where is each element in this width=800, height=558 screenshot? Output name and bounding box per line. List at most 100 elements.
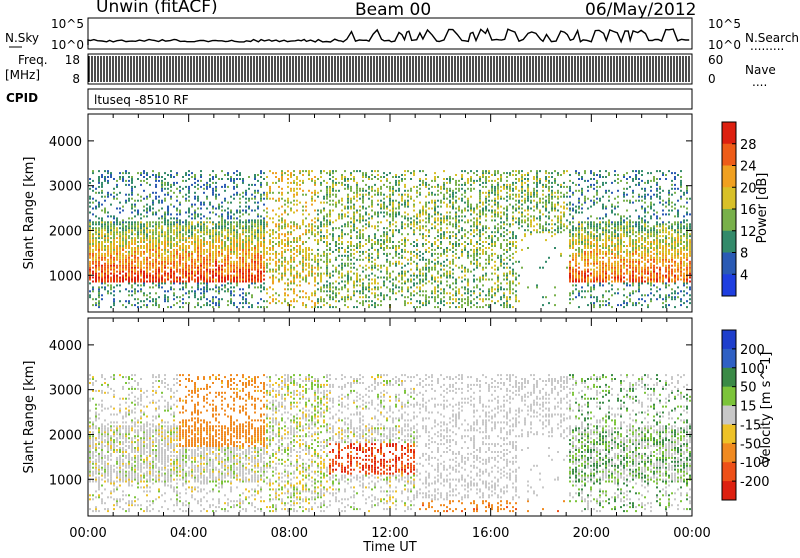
range-cell: [278, 253, 280, 255]
range-cell: [476, 306, 478, 308]
range-cell: [104, 253, 106, 255]
range-cell: [212, 182, 214, 184]
range-cell: [437, 273, 439, 275]
range-cell: [455, 235, 457, 237]
range-cell: [179, 306, 181, 308]
range-cell: [263, 204, 265, 206]
range-cell: [464, 269, 466, 271]
range-cell: [146, 227, 148, 229]
range-cell: [227, 277, 229, 279]
range-cell: [278, 229, 280, 231]
range-cell: [317, 178, 319, 180]
range-cell: [179, 245, 181, 247]
range-cell: [149, 251, 151, 253]
range-cell: [92, 263, 94, 265]
range-cell: [188, 212, 190, 214]
range-cell: [107, 271, 109, 273]
range-cell: [338, 217, 340, 219]
nsky-label: N.Sky: [5, 31, 39, 45]
range-cell: [374, 194, 376, 196]
range-cell: [440, 192, 442, 194]
range-cell: [197, 239, 199, 241]
range-cell: [359, 213, 361, 215]
range-cell: [479, 194, 481, 196]
range-cell: [398, 231, 400, 233]
range-cell: [341, 217, 343, 219]
range-cell: [128, 180, 130, 182]
range-cell: [455, 300, 457, 302]
range-cell: [173, 281, 175, 283]
range-cell: [212, 237, 214, 239]
range-cell: [152, 304, 154, 306]
range-cell: [380, 239, 382, 241]
range-cell: [248, 277, 250, 279]
range-cell: [422, 267, 424, 269]
range-cell: [464, 235, 466, 237]
range-cell: [449, 188, 451, 190]
range-cell: [404, 170, 406, 172]
range-cell: [356, 192, 358, 194]
range-cell: [140, 196, 142, 198]
range-cell: [440, 243, 442, 245]
range-cell: [386, 241, 388, 243]
range-cell: [368, 288, 370, 290]
range-cell: [266, 267, 268, 269]
range-cell: [233, 251, 235, 253]
range-cell: [308, 282, 310, 284]
range-cell: [260, 231, 262, 233]
range-cell: [200, 221, 202, 223]
range-cell: [434, 277, 436, 279]
range-cell: [446, 277, 448, 279]
range-cell: [176, 253, 178, 255]
range-cell: [89, 267, 91, 269]
range-cell: [479, 281, 481, 283]
range-cell: [95, 281, 97, 283]
range-cell: [398, 261, 400, 263]
range-cell: [161, 269, 163, 271]
range-cell: [353, 257, 355, 259]
range-cell: [254, 235, 256, 237]
range-cell: [176, 200, 178, 202]
range-cell: [164, 198, 166, 200]
range-cell: [263, 223, 265, 225]
range-cell: [146, 233, 148, 235]
range-cell: [326, 225, 328, 227]
range-cell: [104, 269, 106, 271]
range-cell: [368, 178, 370, 180]
range-cell: [209, 245, 211, 247]
range-cell: [104, 235, 106, 237]
range-cell: [200, 227, 202, 229]
range-cell: [410, 294, 412, 296]
range-cell: [482, 284, 484, 286]
range-cell: [329, 190, 331, 192]
range-cell: [470, 188, 472, 190]
range-cell: [371, 257, 373, 259]
range-cell: [290, 190, 292, 192]
range-cell: [224, 284, 226, 286]
range-cell: [278, 180, 280, 182]
range-cell: [374, 279, 376, 281]
range-cell: [149, 241, 151, 243]
range-cell: [482, 251, 484, 253]
range-cell: [491, 279, 493, 281]
range-cell: [452, 192, 454, 194]
range-cell: [344, 223, 346, 225]
range-cell: [191, 243, 193, 245]
range-cell: [377, 243, 379, 245]
range-cell: [359, 247, 361, 249]
range-cell: [119, 247, 121, 249]
range-cell: [425, 300, 427, 302]
range-cell: [236, 273, 238, 275]
range-cell: [263, 282, 265, 284]
range-cell: [137, 212, 139, 214]
range-cell: [149, 296, 151, 298]
range-cell: [212, 302, 214, 304]
range-cell: [284, 221, 286, 223]
range-cell: [206, 182, 208, 184]
range-cell: [158, 261, 160, 263]
range-cell: [218, 221, 220, 223]
range-cell: [185, 255, 187, 257]
range-cell: [449, 221, 451, 223]
range-cell: [326, 261, 328, 263]
range-cell: [314, 290, 316, 292]
